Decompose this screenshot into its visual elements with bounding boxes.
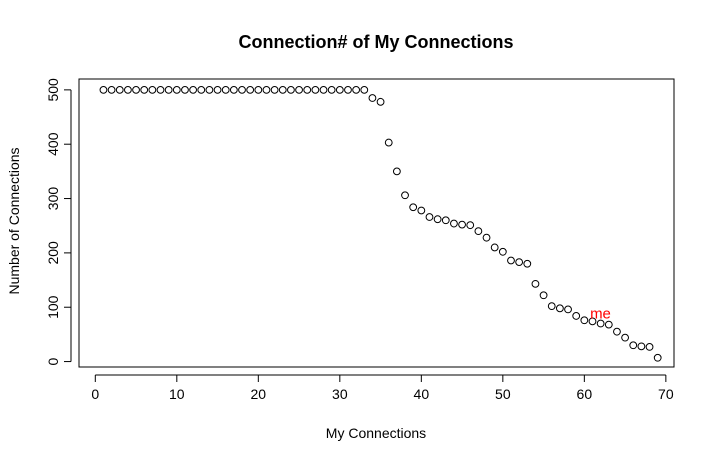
data-point bbox=[604, 320, 613, 329]
data-point bbox=[458, 220, 466, 229]
x-tick-label: 50 bbox=[495, 386, 511, 402]
data-point bbox=[319, 85, 328, 94]
data-point bbox=[132, 85, 140, 94]
data-point bbox=[490, 243, 499, 252]
x-tick-label: 60 bbox=[577, 386, 593, 402]
data-point bbox=[621, 333, 629, 342]
data-point bbox=[384, 138, 393, 147]
data-point bbox=[466, 221, 475, 230]
data-point bbox=[572, 312, 581, 320]
data-point bbox=[425, 213, 434, 221]
data-point bbox=[376, 97, 385, 106]
data-point bbox=[148, 85, 157, 94]
data-point bbox=[189, 85, 198, 94]
data-point bbox=[515, 258, 524, 267]
x-tick-label: 40 bbox=[414, 386, 430, 402]
data-point bbox=[99, 85, 108, 94]
data-point bbox=[580, 316, 589, 325]
data-point bbox=[172, 85, 181, 94]
data-point bbox=[596, 319, 605, 328]
chart-title: Connection# of My Connections bbox=[238, 32, 513, 52]
data-point bbox=[564, 305, 572, 314]
data-point bbox=[450, 219, 458, 228]
y-axis-label: Number of Connections bbox=[6, 147, 22, 294]
data-point bbox=[482, 233, 491, 242]
data-point bbox=[637, 342, 646, 351]
data-point bbox=[588, 317, 597, 326]
data-point bbox=[295, 85, 303, 94]
data-point bbox=[156, 85, 165, 94]
data-point bbox=[523, 259, 532, 268]
data-point bbox=[547, 302, 556, 311]
data-point bbox=[197, 85, 206, 94]
y-tick-label: 400 bbox=[45, 132, 61, 156]
data-point bbox=[531, 279, 540, 288]
data-point bbox=[262, 85, 271, 94]
data-point bbox=[107, 85, 116, 94]
x-tick-label: 10 bbox=[169, 386, 185, 402]
data-points bbox=[99, 85, 662, 362]
data-point bbox=[352, 85, 361, 94]
data-point bbox=[278, 85, 287, 94]
data-point bbox=[335, 85, 344, 94]
data-point bbox=[140, 85, 149, 94]
data-point bbox=[229, 85, 238, 94]
data-point bbox=[360, 85, 369, 94]
y-tick-label: 0 bbox=[45, 357, 61, 365]
data-point bbox=[401, 191, 409, 200]
data-point bbox=[344, 85, 352, 94]
data-point bbox=[124, 85, 132, 94]
x-tick-label: 70 bbox=[658, 386, 674, 402]
x-tick-label: 20 bbox=[251, 386, 267, 402]
data-point bbox=[246, 85, 255, 94]
y-tick-label: 500 bbox=[45, 78, 61, 102]
data-point bbox=[441, 216, 450, 225]
data-point bbox=[311, 85, 320, 94]
x-axis: 0 10 20 30 40 50 60 70 bbox=[91, 374, 674, 402]
annotations: me bbox=[590, 306, 611, 323]
data-point bbox=[327, 85, 336, 94]
data-point bbox=[409, 203, 418, 212]
y-tick-label: 200 bbox=[45, 241, 61, 265]
y-axis: 0 100 200 300 400 500 bbox=[45, 78, 72, 365]
data-point bbox=[287, 85, 295, 94]
data-point bbox=[555, 304, 564, 313]
data-point bbox=[205, 85, 214, 94]
data-point bbox=[498, 247, 507, 256]
data-point bbox=[238, 85, 246, 94]
data-point bbox=[368, 94, 377, 102]
data-point bbox=[254, 85, 263, 94]
data-point bbox=[474, 227, 483, 236]
data-point bbox=[629, 341, 638, 350]
data-point bbox=[539, 291, 548, 300]
data-point bbox=[417, 206, 426, 215]
data-point bbox=[115, 85, 124, 94]
data-point bbox=[270, 85, 279, 94]
x-axis-label: My Connections bbox=[326, 425, 426, 441]
data-point bbox=[645, 342, 654, 351]
data-point bbox=[653, 353, 662, 362]
y-tick-label: 100 bbox=[45, 295, 61, 319]
data-point bbox=[613, 327, 621, 336]
data-point bbox=[433, 215, 442, 224]
data-point bbox=[213, 85, 222, 94]
data-point bbox=[507, 256, 515, 265]
data-point bbox=[181, 85, 189, 94]
annotation-label: me bbox=[590, 306, 611, 323]
data-point bbox=[303, 85, 312, 94]
data-point bbox=[221, 85, 230, 94]
data-point bbox=[164, 85, 173, 94]
x-tick-label: 0 bbox=[91, 386, 99, 402]
y-tick-label: 300 bbox=[45, 187, 61, 211]
data-point bbox=[392, 167, 401, 176]
plot-area-frame bbox=[78, 78, 675, 368]
x-tick-label: 30 bbox=[332, 386, 348, 402]
